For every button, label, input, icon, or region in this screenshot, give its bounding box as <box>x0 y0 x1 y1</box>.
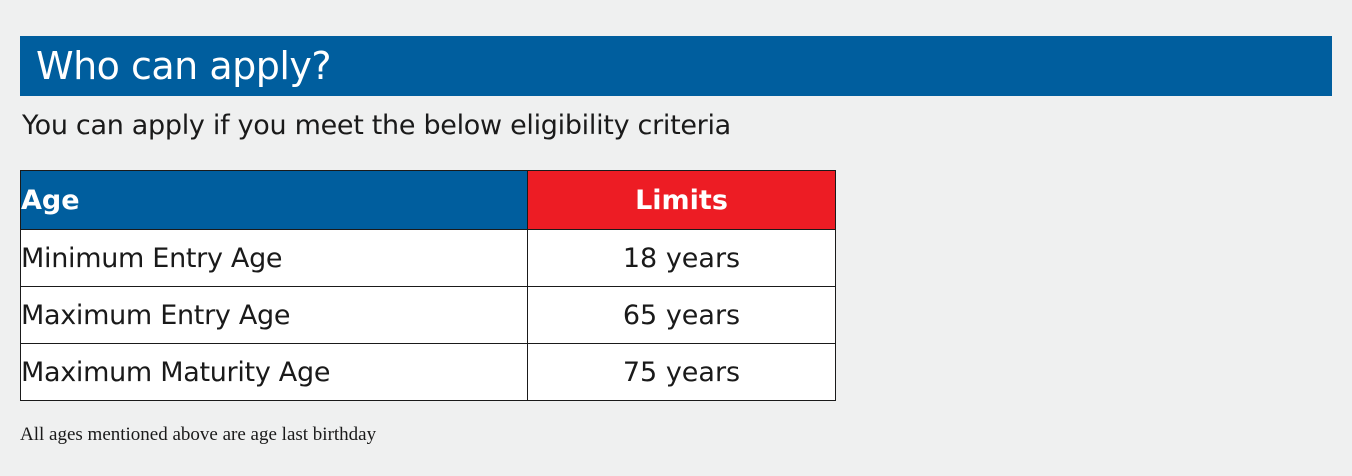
table-header-row: Age Limits <box>20 170 836 230</box>
age-limit-cell: 18 years <box>527 229 836 287</box>
footnote: All ages mentioned above are age last bi… <box>20 424 377 445</box>
age-limit-cell: 65 years <box>527 286 836 344</box>
limits-column-header: Limits <box>527 170 836 230</box>
age-column-header: Age <box>20 170 528 230</box>
age-criteria-cell: Maximum Maturity Age <box>20 343 528 401</box>
table-row: Minimum Entry Age 18 years <box>20 229 836 287</box>
eligibility-intro-text: You can apply if you meet the below elig… <box>22 110 731 141</box>
age-limit-cell: 75 years <box>527 343 836 401</box>
eligibility-table: Age Limits Minimum Entry Age 18 years Ma… <box>20 170 836 401</box>
table-row: Maximum Entry Age 65 years <box>20 286 836 344</box>
page-title: Who can apply? <box>36 44 332 88</box>
age-criteria-cell: Minimum Entry Age <box>20 229 528 287</box>
table-row: Maximum Maturity Age 75 years <box>20 343 836 401</box>
section-title-bar: Who can apply? <box>20 36 1332 96</box>
age-criteria-cell: Maximum Entry Age <box>20 286 528 344</box>
